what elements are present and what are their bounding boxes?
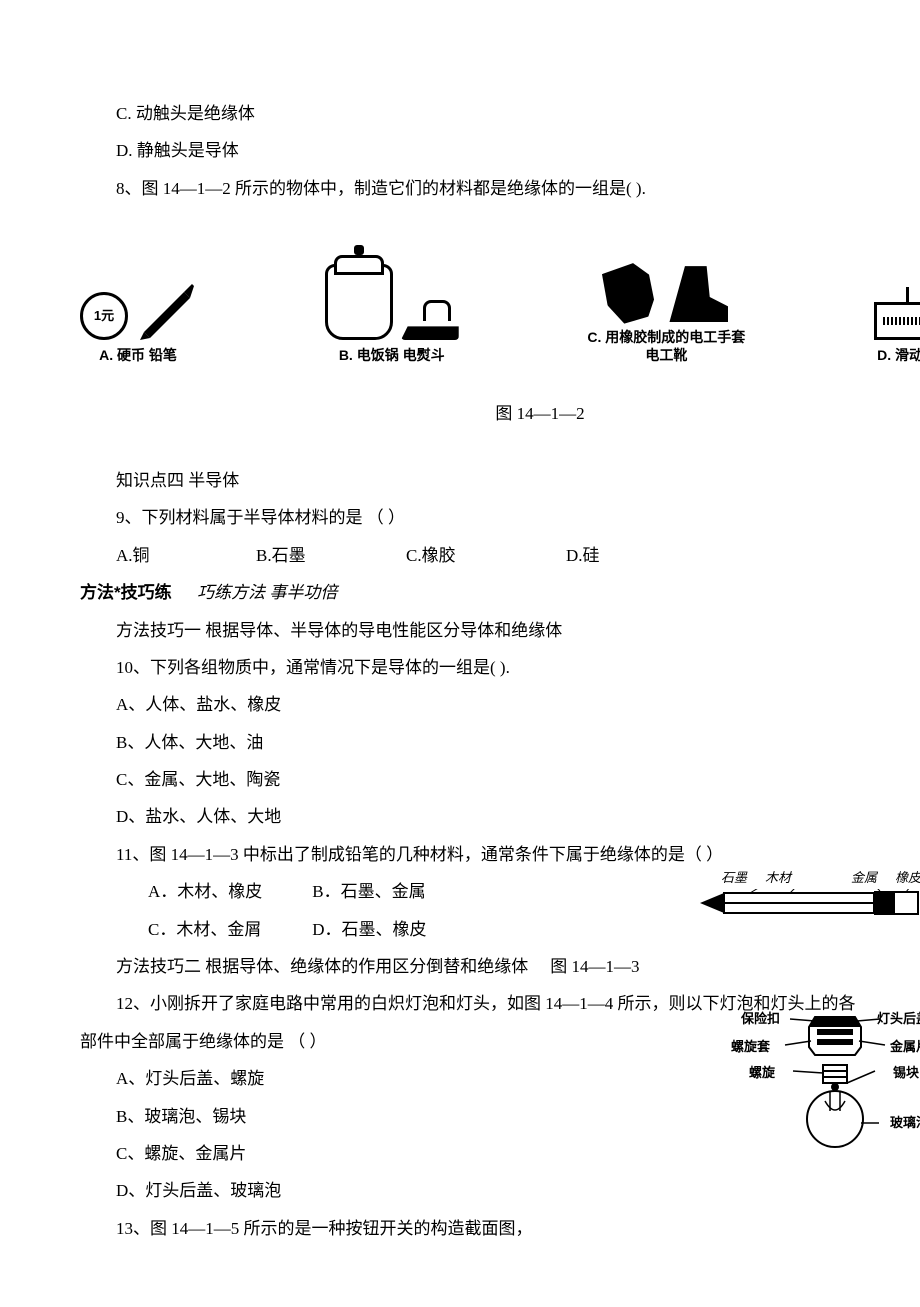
q8-caption: 图 14—1—2 xyxy=(80,395,920,432)
q8-fig-b-label: B. 电饭锅 电熨斗 xyxy=(339,346,445,364)
pencil-icon xyxy=(136,280,196,340)
pot-icon xyxy=(325,264,393,340)
q10-opt-a: A、人体、盐水、橡皮 xyxy=(80,686,920,723)
q12-label-baoxian: 保险扣 xyxy=(741,1011,780,1027)
q11-label-mucai: 木材 xyxy=(765,870,791,886)
method-heading-italic: 巧练方法 事半功倍 xyxy=(197,583,337,602)
method-heading: 方法*技巧练 巧练方法 事半功倍 xyxy=(80,574,920,611)
q8-fig-b: B. 电饭锅 电熨斗 xyxy=(325,264,459,364)
method-heading-bold: 方法*技巧练 xyxy=(80,583,172,602)
iron-icon xyxy=(401,306,459,340)
q7-option-c: C. 动触头是绝缘体 xyxy=(80,95,920,132)
q11-opt-b: B．石墨、金属 xyxy=(312,882,425,901)
q11-opt-d: D．石墨、橡皮 xyxy=(312,920,426,939)
q10-opt-c: C、金属、大地、陶瓷 xyxy=(80,761,920,798)
q9-opt-d: D.硅 xyxy=(566,537,600,574)
q12-label-xikuai: 锡块 xyxy=(893,1065,919,1081)
method-skill1: 方法技巧一 根据导体、半导体的导电性能区分导体和绝缘体 xyxy=(80,612,920,649)
boot-icon xyxy=(666,266,728,322)
q9-opt-b: B.石墨 xyxy=(256,537,406,574)
q9-opt-a: A.铜 xyxy=(116,537,256,574)
q10-stem: 10、下列各组物质中，通常情况下是导体的一组是( ). xyxy=(80,649,920,686)
q9-stem: 9、下列材料属于半导体材料的是 （ ） xyxy=(80,499,920,536)
q11-caption: 图 14—1—3 xyxy=(550,957,639,976)
q12-label-boli: 玻璃泡 xyxy=(890,1115,920,1131)
q10-opt-b: B、人体、大地、油 xyxy=(80,724,920,761)
q9-opt-c: C.橡胶 xyxy=(406,537,566,574)
q13-stem: 13、图 14—1—5 所示的是一种按钮开关的构造截面图， xyxy=(80,1210,920,1247)
rheostat-icon xyxy=(874,302,920,340)
q11-label-xiangpi: 橡皮 xyxy=(895,870,920,886)
kp4-title: 知识点四 半导体 xyxy=(80,462,920,499)
q12-bulb-diagram: 保险扣 灯头后盖 螺旋套 金属片 螺旋 锡块 玻璃泡 xyxy=(745,1011,920,1151)
q12-label-luoxuan: 螺旋 xyxy=(749,1065,775,1081)
q8-fig-c-label-2: 电工靴 xyxy=(645,346,687,364)
q11-label-jinshu: 金属 xyxy=(851,870,877,886)
q8-fig-a: 1元 A. 硬币 铅笔 xyxy=(80,280,196,364)
q11-stem: 11、图 14—1—3 中标出了制成铅笔的几种材料，通常条件下属于绝缘体的是（ … xyxy=(80,836,920,873)
glove-icon xyxy=(593,253,670,332)
q9-options: A.铜 B.石墨 C.橡胶 D.硅 xyxy=(80,537,920,574)
method-skill2-row: 方法技巧二 根据导体、绝缘体的作用区分倒替和绝缘体 图 14—1—3 xyxy=(80,948,920,985)
q12-opt-d: D、灯头后盖、玻璃泡 xyxy=(80,1172,920,1209)
q8-stem: 8、图 14—1—2 所示的物体中，制造它们的材料都是绝缘体的一组是( ). xyxy=(80,170,920,207)
q12-label-jinshu: 金属片 xyxy=(890,1039,920,1055)
q8-figure-row: 1元 A. 硬币 铅笔 B. 电饭锅 电熨斗 C. 用橡胶制成的电工手套 电工靴 xyxy=(80,262,920,364)
q10-opt-d: D、盐水、人体、大地 xyxy=(80,798,920,835)
q12-label-luoxuantao: 螺旋套 xyxy=(731,1039,770,1055)
q8-fig-a-label: A. 硬币 铅笔 xyxy=(99,346,177,364)
q11-label-shimo: 石墨 xyxy=(721,870,747,886)
q11-pencil-diagram: 石墨 木材 金属 橡皮 xyxy=(700,870,920,921)
q8-fig-d-label: D. 滑动变阻器 开关 xyxy=(877,346,920,364)
q11-opt-c: C．木材、金屑 xyxy=(148,911,308,948)
q7-option-d: D. 静触头是导体 xyxy=(80,132,920,169)
method-skill2: 方法技巧二 根据导体、绝缘体的作用区分倒替和绝缘体 xyxy=(116,948,546,985)
q8-fig-c: C. 用橡胶制成的电工手套 电工靴 xyxy=(587,262,745,364)
q12-label-houg: 灯头后盖 xyxy=(877,1011,920,1027)
q8-fig-d: D. 滑动变阻器 开关 xyxy=(874,302,920,364)
coin-icon: 1元 xyxy=(80,292,128,340)
q11-pencil-svg xyxy=(700,889,920,917)
q8-fig-c-label-1: C. 用橡胶制成的电工手套 xyxy=(587,328,745,346)
q11-opt-a: A．木材、橡皮 xyxy=(148,873,308,910)
